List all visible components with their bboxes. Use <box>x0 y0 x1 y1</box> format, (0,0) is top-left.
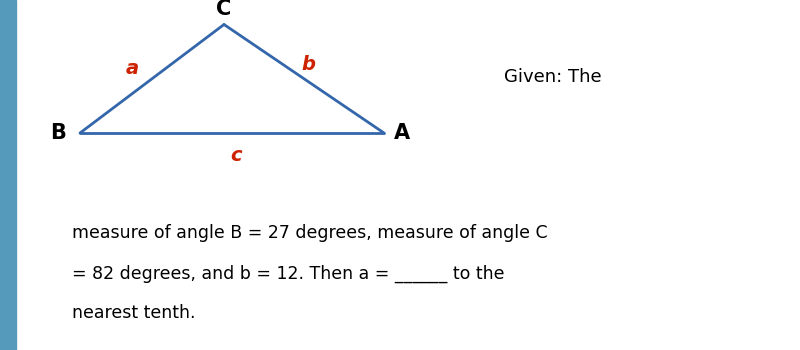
Text: B: B <box>50 123 66 143</box>
Text: b: b <box>301 55 315 74</box>
Text: Given: The: Given: The <box>504 68 602 86</box>
Text: nearest tenth.: nearest tenth. <box>72 304 195 322</box>
Text: C: C <box>216 0 232 19</box>
Text: c: c <box>230 146 242 165</box>
Text: = 82 degrees, and b = 12. Then a = ______ to the: = 82 degrees, and b = 12. Then a = _____… <box>72 264 505 282</box>
Text: A: A <box>394 123 410 143</box>
Text: a: a <box>126 59 138 78</box>
Text: measure of angle B = 27 degrees, measure of angle C: measure of angle B = 27 degrees, measure… <box>72 224 548 242</box>
